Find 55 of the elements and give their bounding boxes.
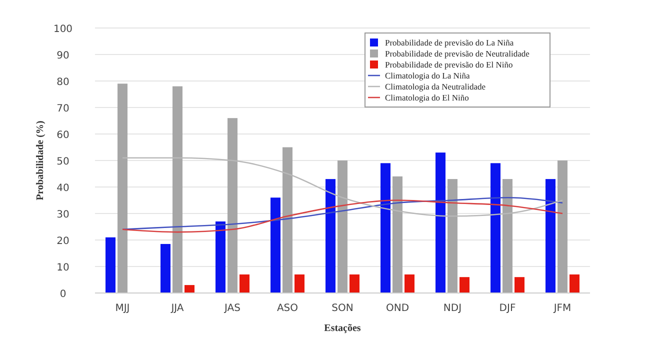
bar — [172, 86, 182, 293]
line-series — [122, 157, 564, 217]
y-tick-label: 40 — [56, 183, 70, 194]
x-tick-label: SON — [332, 303, 354, 314]
bar — [404, 274, 414, 293]
legend-label: Climatologia da Neutralidade — [385, 82, 486, 92]
y-tick-label: 70 — [56, 104, 70, 114]
bar — [546, 179, 556, 293]
x-tick-label: NDJ — [443, 303, 462, 314]
bar — [514, 277, 524, 293]
bar — [118, 84, 128, 293]
bar — [436, 152, 446, 293]
bar — [502, 179, 512, 293]
bar — [216, 221, 226, 293]
y-axis-title: Probabilidade (%) — [35, 120, 46, 200]
bar — [270, 198, 280, 293]
bar — [184, 285, 194, 293]
bar — [228, 118, 238, 293]
x-tick-label: JAS — [224, 303, 240, 314]
bar — [282, 147, 292, 293]
x-tick-label: JJA — [170, 303, 184, 314]
bar — [240, 274, 250, 293]
bar — [392, 176, 402, 293]
bar — [460, 277, 470, 293]
bar — [558, 160, 568, 293]
bar — [294, 274, 304, 293]
y-tick-label: 50 — [56, 156, 70, 168]
bar — [490, 163, 500, 293]
x-tick-label: OND — [386, 303, 410, 314]
y-tick-label: 10 — [56, 262, 70, 274]
bar — [338, 160, 348, 293]
bar — [380, 163, 390, 293]
legend-label: Climatologia do La Niña — [385, 70, 470, 80]
bar — [106, 237, 116, 293]
y-tick-label: 100 — [53, 24, 73, 35]
y-tick-label: 60 — [56, 130, 70, 141]
bar — [326, 179, 336, 293]
bar — [350, 274, 360, 293]
x-axis-title: Estações — [324, 323, 361, 334]
legend-label: Climatologia do El Niño — [385, 92, 469, 102]
y-tick-label: 80 — [56, 77, 70, 88]
y-tick-label: 90 — [56, 50, 70, 62]
y-tick-label: 20 — [56, 236, 70, 247]
x-tick-label: ASO — [276, 303, 298, 314]
y-tick-label: 0 — [60, 289, 66, 300]
bar — [160, 244, 170, 293]
legend-label: Probabilidade de previsão de Neutralidade — [385, 48, 530, 58]
bar — [570, 274, 580, 293]
y-tick-label: 30 — [56, 210, 70, 220]
legend-label: Probabilidade de previsão do El Niño — [385, 60, 513, 70]
legend-label: Probabilidade de previsão do La Niña — [385, 38, 514, 48]
x-tick-label: JFM — [552, 303, 572, 314]
x-tick-label: DJF — [499, 303, 516, 314]
x-tick-label: MJJ — [115, 303, 130, 314]
bar — [448, 179, 458, 293]
